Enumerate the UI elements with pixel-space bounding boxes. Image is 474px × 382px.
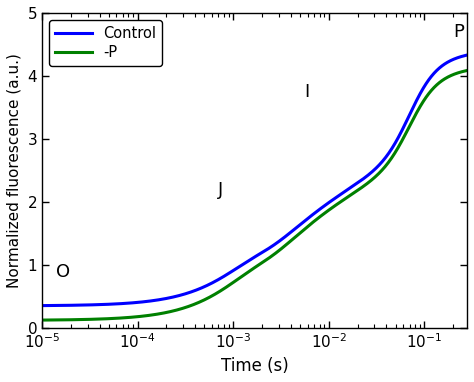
-P — [405, 127, 411, 131]
Control — [464, 53, 470, 57]
Control — [310, 212, 316, 217]
Line: Control: Control — [42, 55, 467, 306]
Text: J: J — [219, 181, 224, 199]
Text: I: I — [304, 83, 309, 101]
-P — [310, 220, 316, 225]
Text: O: O — [56, 263, 70, 281]
Control — [286, 231, 292, 236]
-P — [464, 68, 470, 73]
-P — [39, 318, 45, 322]
Control — [405, 116, 411, 120]
-P — [362, 183, 367, 188]
Line: -P: -P — [42, 71, 467, 320]
Control — [65, 303, 71, 308]
-P — [65, 317, 71, 322]
Control — [297, 222, 303, 227]
Control — [39, 303, 45, 308]
Legend: Control, -P: Control, -P — [49, 20, 162, 66]
Text: P: P — [453, 23, 464, 41]
-P — [286, 240, 292, 245]
-P — [297, 231, 303, 235]
Y-axis label: Normalized fluorescence (a.u.): Normalized fluorescence (a.u.) — [7, 53, 22, 288]
Control — [362, 176, 367, 180]
X-axis label: Time (s): Time (s) — [221, 357, 289, 375]
